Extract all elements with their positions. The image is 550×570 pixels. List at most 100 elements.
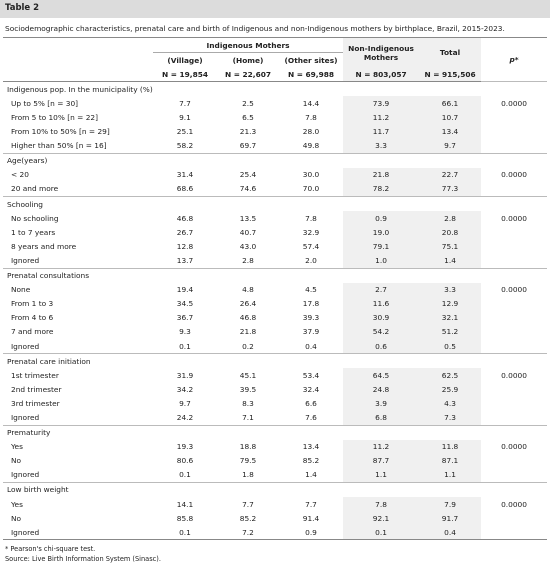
cell-value: 12.9 — [419, 296, 482, 311]
data-row: < 20 31.4 25.4 30.0 21.8 22.7 0.0000 — [3, 167, 547, 182]
cell-value: 10.7 — [419, 110, 482, 125]
empty-cell — [481, 325, 547, 339]
cell-value: 2.5 — [242, 98, 254, 108]
data-row: 2nd trimester 34.2 39.5 32.4 24.8 25.9 — [3, 382, 547, 397]
data-row: Yes 14.1 7.7 7.7 7.8 7.9 0.0000 — [3, 497, 547, 512]
row-label: From 10% to 50% [n = 29] — [11, 127, 110, 137]
cell-value: 3.9 — [343, 396, 420, 411]
empty-cell — [481, 454, 547, 468]
cell-value: 87.1 — [419, 453, 482, 468]
data-row: Ignored 13.7 2.8 2.0 1.0 1.4 — [3, 253, 547, 268]
cell-value: 40.7 — [239, 227, 257, 237]
row-label: Ignored — [3, 525, 153, 541]
cell-value: 21.8 — [343, 167, 420, 182]
row-label: 8 years and more — [11, 241, 77, 251]
cell-value: 13.4 — [419, 124, 482, 139]
data-row: 8 years and more 12.8 43.0 57.4 79.1 75.1 — [3, 239, 547, 254]
cell-value: 79.1 — [343, 239, 420, 254]
cell-value: 66.1 — [419, 96, 482, 111]
cell-value: 7.8 — [305, 113, 317, 123]
cell-value: 7.9 — [419, 497, 482, 512]
row-label: 2nd trimester — [11, 384, 62, 394]
cell-value: 7.8 — [305, 213, 317, 223]
empty-cell — [481, 311, 547, 325]
cell-value: 4.3 — [419, 396, 482, 411]
empty-cell — [481, 339, 547, 354]
empty-cell — [481, 297, 547, 311]
data-table: Indigenous Mothers Non-Indigenous Mothers… — [3, 36, 548, 541]
cell-value: 0.4 — [419, 525, 482, 541]
subheader: (Other sites) — [284, 55, 338, 65]
footnote: Source: Live Birth Information System (S… — [5, 555, 161, 564]
cell-value: 0.9 — [343, 211, 420, 226]
cell-value: 31.9 — [176, 370, 194, 380]
cell-value: 24.2 — [176, 412, 194, 422]
cell-value: 39.3 — [302, 313, 320, 323]
cell-value: 11.8 — [419, 439, 482, 454]
data-row: From 4 to 6 36.7 46.8 39.3 30.9 32.1 — [3, 310, 547, 325]
data-row: Higher than 50% [n = 16] 58.2 69.7 49.8 3.3 9… — [3, 138, 547, 154]
empty-cell — [481, 468, 547, 483]
cell-value: 3.3 — [343, 138, 420, 154]
cell-value: 1.4 — [419, 253, 482, 268]
empty-cell — [481, 110, 547, 124]
section-row: Age(years) — [3, 152, 548, 168]
cell-value: 79.5 — [239, 456, 257, 466]
cell-value: 7.2 — [217, 525, 279, 541]
cell-value: 0.1 — [179, 470, 191, 480]
cell-value: 32.4 — [302, 384, 320, 394]
cell-value: 0.4 — [305, 341, 317, 351]
data-row: 3rd trimester 9.7 8.3 6.6 3.9 4.3 — [3, 396, 547, 411]
cell-value: 21.3 — [239, 127, 257, 137]
empty-cell — [481, 253, 547, 268]
cell-value: 18.8 — [239, 442, 257, 452]
data-row: No 85.8 85.2 91.4 92.1 91.7 — [3, 511, 547, 526]
cell-value: 74.6 — [239, 184, 257, 194]
data-row: None 19.4 4.8 4.5 2.7 3.3 0.0000 — [3, 282, 547, 297]
cell-value: 19.4 — [176, 285, 194, 295]
cell-value: 26.4 — [239, 299, 257, 309]
cell-value: 85.2 — [239, 513, 257, 523]
section-row: Prenatal care initiation — [3, 353, 548, 369]
empty-cell — [481, 239, 547, 253]
footnotes: * Pearson's chi-square test. Source: Live… — [0, 540, 550, 568]
row-label: From 5 to 10% [n = 22] — [11, 113, 99, 123]
subheader: (Village) — [167, 55, 203, 65]
cell-value: 1.1 — [419, 467, 482, 483]
cell-value: 54.2 — [343, 324, 420, 339]
row-label: From 1 to 3 — [11, 299, 54, 309]
cell-value: 2.7 — [343, 282, 420, 297]
cell-value: 4.5 — [305, 285, 317, 295]
sample-size: N = 19,854 — [153, 67, 217, 83]
cell-value: 19.3 — [176, 442, 194, 452]
data-row: From 10% to 50% [n = 29] 25.1 21.3 28.0 11.7… — [3, 124, 547, 139]
cell-value: 9.7 — [179, 398, 191, 408]
cell-value: 2.0 — [305, 255, 317, 265]
cell-value: 51.2 — [419, 324, 482, 339]
cell-value: 0.1 — [343, 525, 420, 541]
cell-value: 11.6 — [343, 296, 420, 311]
empty-cell — [481, 525, 548, 541]
row-label: 1 to 7 years — [11, 227, 56, 237]
header-cell — [3, 53, 153, 68]
cell-value: 1.1 — [343, 467, 420, 483]
cell-value: 37.9 — [302, 327, 320, 337]
cell-value: 53.4 — [302, 370, 320, 380]
cell-value: 45.1 — [239, 370, 257, 380]
section-title: Age(years) — [3, 152, 548, 168]
column-header: Total — [419, 37, 482, 68]
cell-value: 2.8 — [242, 255, 254, 265]
cell-value: 43.0 — [239, 241, 257, 251]
empty-cell — [481, 511, 547, 525]
row-label: 7 and more — [11, 327, 54, 337]
header-row: Indigenous Mothers Non-Indigenous Mothers… — [3, 36, 548, 82]
cell-value: 46.8 — [176, 213, 194, 223]
cell-value: 57.4 — [302, 241, 320, 251]
sample-size: N = 69,988 — [279, 67, 344, 83]
cell-value: 19.0 — [343, 225, 420, 240]
cell-value: 39.5 — [239, 384, 257, 394]
cell-value: 13.4 — [302, 442, 320, 452]
section-title: Prenatal consultations — [3, 267, 548, 283]
row-label: 20 and more — [11, 184, 59, 194]
cell-value: 0.2 — [242, 341, 254, 351]
